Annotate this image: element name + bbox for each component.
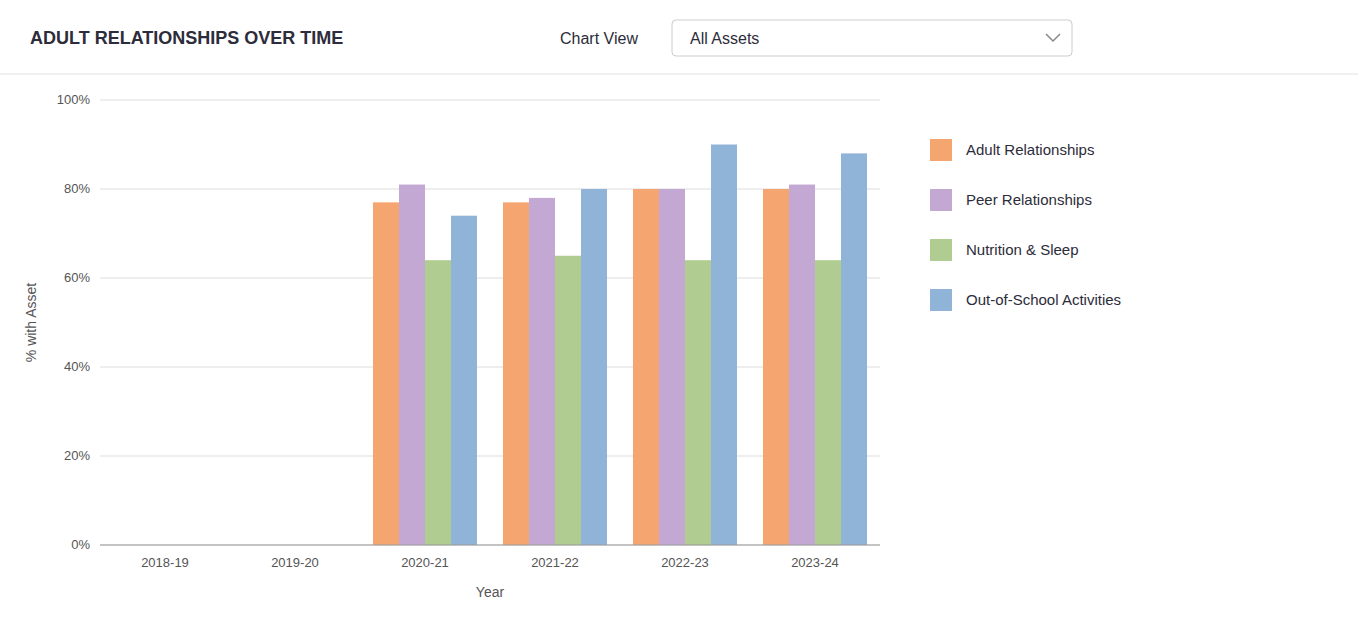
bars — [373, 145, 867, 546]
legend-label: Out-of-School Activities — [966, 291, 1121, 308]
header-text: Chart View — [560, 30, 638, 47]
y-tick-label: 100% — [57, 92, 91, 107]
x-axis — [100, 545, 880, 546]
legend-swatch — [930, 189, 952, 211]
x-tick-label: 2022-23 — [661, 555, 709, 570]
bar — [373, 202, 399, 545]
bar — [815, 260, 841, 545]
x-tick-label: 2021-22 — [531, 555, 579, 570]
bar — [399, 185, 425, 545]
y-tick-label: 40% — [64, 359, 90, 374]
x-tick-label: 2023-24 — [791, 555, 839, 570]
legend: Adult Relationships Peer Relationships Nut… — [930, 139, 1121, 311]
separator — [0, 74, 1358, 75]
x-axis-label: Year — [476, 584, 505, 600]
bar — [841, 153, 867, 545]
x-tick-label: 2019-20 — [271, 555, 319, 570]
title: ADULT RELATIONSHIPS OVER TIME — [30, 28, 343, 48]
x-tick-label: 2018-19 — [141, 555, 189, 570]
dropdown-text: All Assets — [690, 30, 759, 47]
bar — [529, 198, 555, 545]
bar — [763, 189, 789, 545]
y-tick-label: 0% — [71, 537, 90, 552]
bar — [555, 256, 581, 545]
bar — [789, 185, 815, 545]
bar — [503, 202, 529, 545]
legend-label: Peer Relationships — [966, 191, 1092, 208]
bar — [659, 189, 685, 545]
chart: ADULT RELATIONSHIPS OVER TIME Chart View A… — [0, 0, 1358, 624]
dropdown-chevron — [1046, 34, 1060, 41]
y-axis-label: % with Asset — [23, 283, 39, 362]
dropdown-box — [672, 20, 1072, 56]
legend-label: Nutrition & Sleep — [966, 241, 1079, 258]
y-tick-label: 60% — [64, 270, 90, 285]
bar — [425, 260, 451, 545]
legend-swatch — [930, 239, 952, 261]
legend-swatch — [930, 289, 952, 311]
bar — [633, 189, 659, 545]
legend-swatch — [930, 139, 952, 161]
y-tick-label: 20% — [64, 448, 90, 463]
y-tick-label: 80% — [64, 181, 90, 196]
bar — [451, 216, 477, 545]
grid-line — [100, 545, 880, 546]
bar — [711, 145, 737, 546]
bar — [685, 260, 711, 545]
legend-label: Adult Relationships — [966, 141, 1094, 158]
x-tick-label: 2020-21 — [401, 555, 449, 570]
bar — [581, 189, 607, 545]
grid-line — [100, 100, 880, 101]
